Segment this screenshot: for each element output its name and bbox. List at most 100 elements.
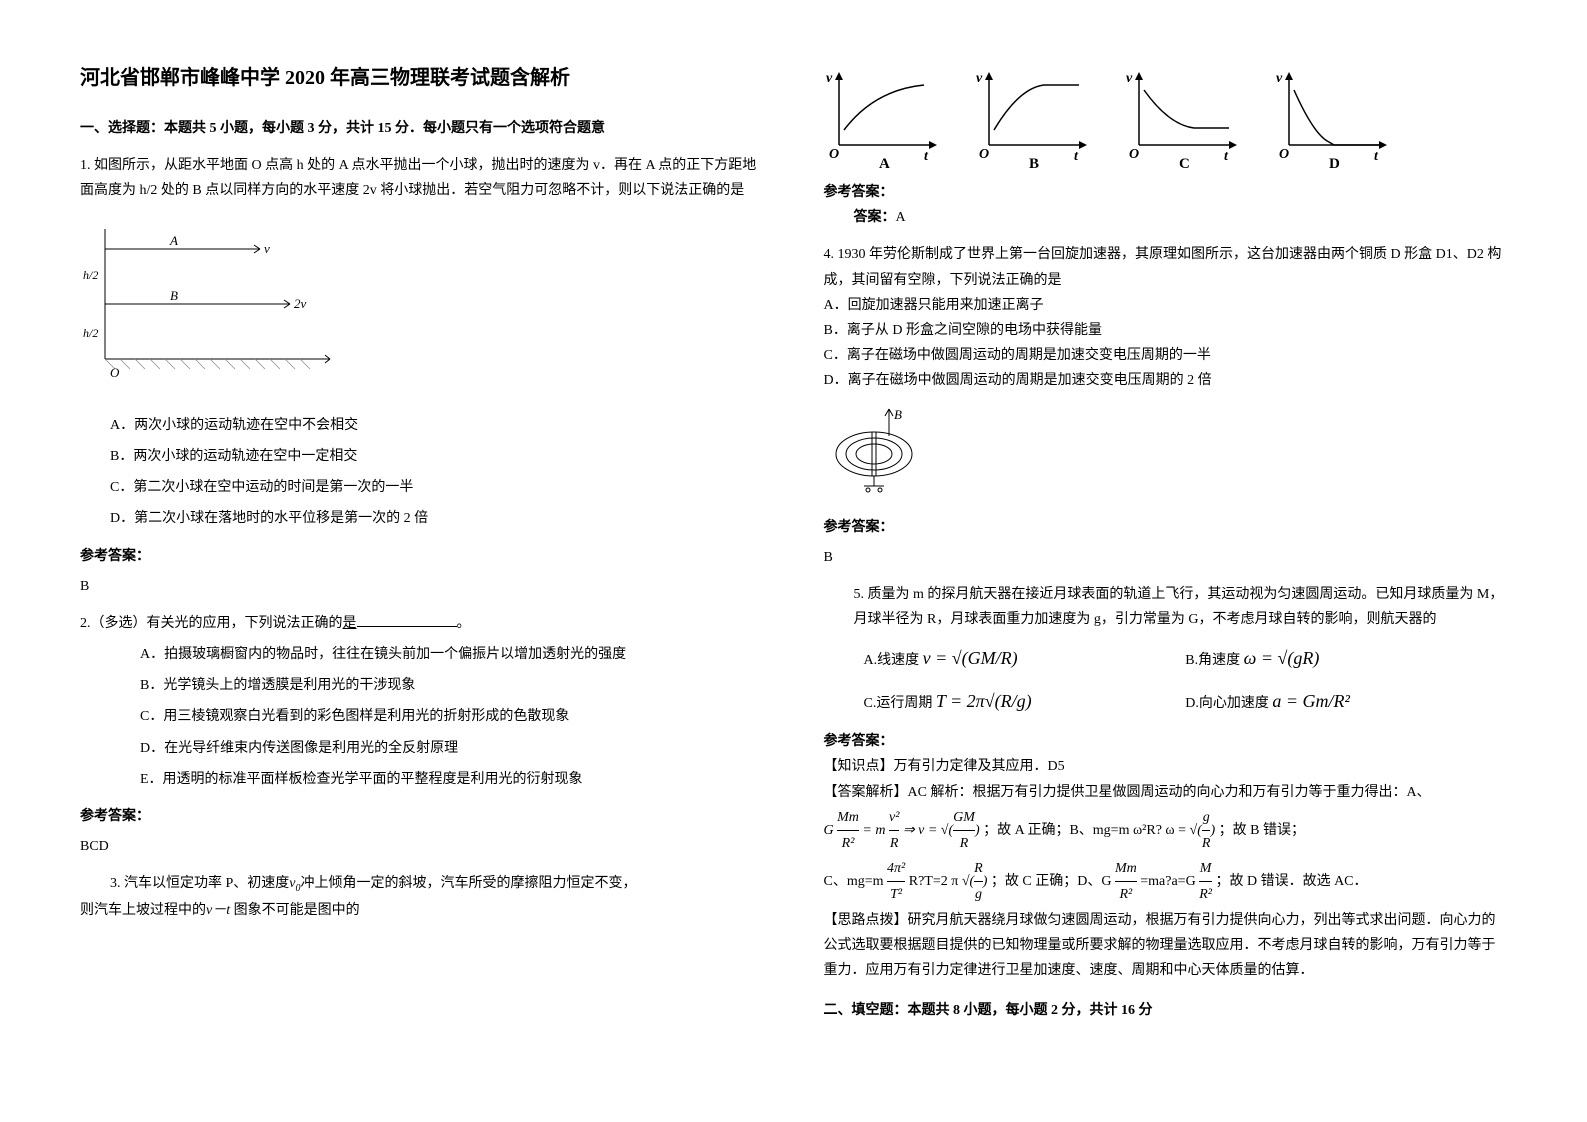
q1-opt-d: D．第二次小球在落地时的水平位移是第一次的 2 倍 <box>110 506 764 531</box>
q5-opt-c-label: C.运行周期 <box>864 696 933 711</box>
svg-text:v: v <box>976 71 983 86</box>
graph-b: v t O B <box>974 70 1094 170</box>
svg-text:t: t <box>924 149 929 164</box>
q3-answer-label: 参考答案： <box>824 180 1508 205</box>
q2-stem3: 。 <box>457 616 471 631</box>
q2-answer-label: 参考答案： <box>80 804 764 829</box>
question-4: 4. 1930 年劳伦斯制成了世界上第一台回旋加速器，其原理如图所示，这台加速器… <box>824 242 1508 502</box>
q4-diagram: B <box>824 404 1508 503</box>
question-2: 2.（多选）有关光的应用，下列说法正确的是 。 A．拍摄玻璃橱窗内的物品时，往往在… <box>80 611 764 792</box>
q3-v0: v0 <box>289 876 300 891</box>
q5-stem: 5. 质量为 m 的探月航天器在接近月球表面的轨道上飞行，其运动视为匀速圆周运动… <box>824 582 1508 632</box>
q5-a2-f1: 4π²T² <box>887 874 905 889</box>
svg-text:B: B <box>894 407 902 422</box>
svg-text:t: t <box>1224 149 1229 164</box>
q5-a2-t0: C、mg=m <box>824 874 888 889</box>
q3-stem-b: 冲上倾角一定的斜坡，汽车所受的摩擦阻力恒定不变， <box>301 876 637 891</box>
question-3: 3. 汽车以恒定功率 P、初速度v0冲上倾角一定的斜坡，汽车所受的摩擦阻力恒定不… <box>80 871 764 923</box>
q2-answer: BCD <box>80 834 764 859</box>
q1-stem: 1. 如图所示，从距水平地面 O 点高 h 处的 A 点水平抛出一个小球，抛出时… <box>80 153 764 203</box>
q3-graphs: v t O A v t O B v t O C <box>824 70 1508 170</box>
q1-opt-a: A．两次小球的运动轨迹在空中不会相交 <box>110 413 764 438</box>
svg-text:v: v <box>1276 71 1283 86</box>
label-2v: 2v <box>294 296 307 311</box>
svg-text:O: O <box>1279 147 1289 162</box>
graph-c: v t O C <box>1124 70 1244 170</box>
graph-d: v t O D <box>1274 70 1394 170</box>
q1-answer-label: 参考答案： <box>80 544 764 569</box>
q5-a2-t2: ；故 C 正确；D、G <box>991 874 1115 889</box>
svg-text:v: v <box>826 71 833 86</box>
q3-stem-d: 图象不可能是图中的 <box>234 903 360 918</box>
q5-opt-a-label: A.线速度 <box>864 653 920 668</box>
q2-stem1: 2.（多选）有关光的应用，下列说法正确的 <box>80 616 343 631</box>
label-h2-top: h/2 <box>83 268 98 282</box>
q1-diagram: A v B 2v h/2 h/2 O <box>80 219 764 398</box>
svg-text:t: t <box>1074 149 1079 164</box>
q5-a2-f2: √(Rg) <box>962 874 988 889</box>
q5-a2-t4: ；故 D 错误．故选 AC． <box>1215 874 1367 889</box>
q5-opt-b-formula: ω = √(gR) <box>1244 648 1320 668</box>
q5-analysis-line1: G MmR² = m v²R ⇒ v = √(GMR) ；故 A 正确；B、mg… <box>824 805 1508 856</box>
q2-opt-b: B．光学镜头上的增透膜是利用光的干涉现象 <box>140 673 764 698</box>
q4-opt-a: A．回旋加速器只能用来加速正离子 <box>824 293 1508 318</box>
q4-answer-label: 参考答案： <box>824 515 1508 540</box>
svg-text:B: B <box>1029 156 1039 170</box>
q5-answer-label: 参考答案： <box>824 729 1508 754</box>
q5-a1-f2: √(gR) <box>1190 823 1216 838</box>
q3-vt: v－t <box>206 903 230 918</box>
q1-opt-b: B．两次小球的运动轨迹在空中一定相交 <box>110 444 764 469</box>
q2-opt-d: D．在光导纤维束内传送图像是利用光的全反射原理 <box>140 736 764 761</box>
q4-opt-c: C．离子在磁场中做圆周运动的周期是加速交变电压周期的一半 <box>824 343 1508 368</box>
question-5: 5. 质量为 m 的探月航天器在接近月球表面的轨道上飞行，其运动视为匀速圆周运动… <box>824 582 1508 717</box>
q5-analysis-line2: C、mg=m 4π²T² R?T=2 π √(Rg) ；故 C 正确；D、G M… <box>824 856 1508 907</box>
q4-stem: 4. 1930 年劳伦斯制成了世界上第一台回旋加速器，其原理如图所示，这台加速器… <box>824 242 1508 292</box>
svg-text:O: O <box>829 147 839 162</box>
q4-opt-b: B．离子从 D 形盒之间空隙的电场中获得能量 <box>824 318 1508 343</box>
q3-answer: A <box>896 210 906 225</box>
svg-text:t: t <box>1374 149 1379 164</box>
q5-a2-f4: MR² <box>1199 874 1212 889</box>
svg-text:v: v <box>1126 71 1133 86</box>
page-title: 河北省邯郸市峰峰中学 2020 年高三物理联考试题含解析 <box>80 60 764 96</box>
q2-opt-a: A．拍摄玻璃橱窗内的物品时，往往在镜头前加一个偏振片以增加透射光的强度 <box>140 642 764 667</box>
q2-opt-e: E．用透明的标准平面样板检查光学平面的平整程度是利用光的衍射现象 <box>140 767 764 792</box>
label-O: O <box>110 365 120 380</box>
q5-analysis-head: 【答案解析】AC 解析：根据万有引力提供卫星做圆周运动的向心力和万有引力等于重力… <box>824 780 1508 805</box>
svg-text:C: C <box>1179 156 1190 170</box>
q2-opt-c: C．用三棱镜观察白光看到的彩色图样是利用光的折射形成的色散现象 <box>140 704 764 729</box>
svg-text:O: O <box>979 147 989 162</box>
svg-text:A: A <box>879 156 890 170</box>
q5-a2-t1: R?T=2 π <box>909 874 962 889</box>
svg-text:O: O <box>1129 147 1139 162</box>
q5-a2-t3: =ma?a=G <box>1140 874 1199 889</box>
label-h2-bot: h/2 <box>83 326 98 340</box>
q4-answer: B <box>824 545 1508 570</box>
label-A: A <box>169 233 178 248</box>
q5-knowledge: 【知识点】万有引力定律及其应用．D5 <box>824 754 1508 779</box>
q1-opt-c: C．第二次小球在空中运动的时间是第一次的一半 <box>110 475 764 500</box>
q5-opt-d-formula: a = Gm/R² <box>1272 691 1350 711</box>
q2-blank <box>357 626 457 627</box>
left-column: 河北省邯郸市峰峰中学 2020 年高三物理联考试题含解析 一、选择题：本题共 5… <box>80 60 764 1033</box>
q4-opt-d: D．离子在磁场中做圆周运动的周期是加速交变电压周期的 2 倍 <box>824 368 1508 393</box>
q5-opt-b-label: B.角速度 <box>1185 653 1240 668</box>
q1-answer: B <box>80 574 764 599</box>
q3-stem-a: 3. 汽车以恒定功率 P、初速度 <box>110 876 289 891</box>
q5-thinking: 【思路点拨】研究月航天器绕月球做匀速圆周运动，根据万有引力提供向心力，列出等式求… <box>824 908 1508 984</box>
graph-a: v t O A <box>824 70 944 170</box>
q5-a1-f1: G MmR² = m v²R ⇒ v = √(GMR) <box>824 823 980 838</box>
right-column: v t O A v t O B v t O C <box>824 60 1508 1033</box>
svg-text:D: D <box>1329 156 1340 170</box>
q5-opt-d-label: D.向心加速度 <box>1185 696 1269 711</box>
q5-a1-t2: ；故 B 错误； <box>1219 823 1305 838</box>
q3-answer-bold: 答案： <box>854 210 896 225</box>
q5-opt-c-formula: T = 2π√(R/g) <box>936 691 1032 711</box>
q5-a2-f3: MmR² <box>1115 874 1137 889</box>
q5-a1-t1: ；故 A 正确；B、mg=m ω²R? ω = <box>983 823 1189 838</box>
section-header-1: 一、选择题：本题共 5 小题，每小题 3 分，共计 15 分．每小题只有一个选项… <box>80 116 764 141</box>
q3-stem-c: 则汽车上坡过程中的 <box>80 903 206 918</box>
question-1: 1. 如图所示，从距水平地面 O 点高 h 处的 A 点水平抛出一个小球，抛出时… <box>80 153 764 531</box>
q2-stem2: 是 <box>343 616 357 631</box>
label-v: v <box>264 241 270 256</box>
